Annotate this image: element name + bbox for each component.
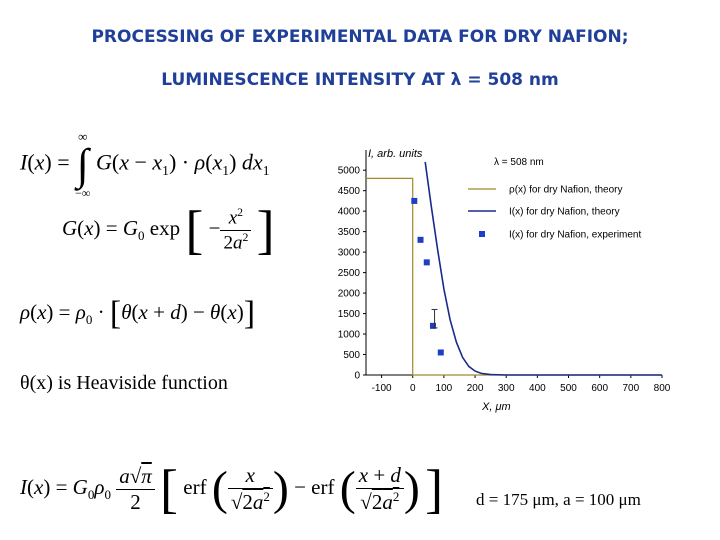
- chart-legend: ρ(x) for dry Nafion, theory I(x) for dry …: [468, 185, 641, 241]
- experiment-point: [437, 349, 444, 356]
- legend-label: I(x) for dry Nafion, experiment: [509, 230, 641, 241]
- y-axis-label: I, arb. units: [368, 148, 423, 160]
- y-tick-label: 0: [354, 371, 360, 382]
- y-tick-label: 3500: [338, 227, 361, 238]
- x-axis-label: X, μm: [481, 401, 511, 413]
- experiment-point: [417, 236, 424, 243]
- x-tick-label: 700: [622, 383, 639, 394]
- y-tick-label: 4000: [338, 207, 361, 218]
- legend-swatch-marker: [479, 231, 485, 237]
- chart-ticks: 0500100015002000250030003500400045005000…: [338, 166, 671, 394]
- x-tick-label: 300: [498, 383, 515, 394]
- legend-label: I(x) for dry Nafion, theory: [509, 207, 620, 218]
- experiment-point: [411, 197, 418, 204]
- chart-series: [366, 161, 662, 376]
- y-tick-label: 4500: [338, 186, 361, 197]
- page-title-line-2: LUMINESCENCE INTENSITY AT λ = 508 nm: [161, 70, 559, 90]
- formula-erf-solution: I(x) = G0ρ0 a√π 2 [ erf ( x √2a2 ) − erf…: [20, 459, 444, 519]
- x-tick-label: -100: [372, 383, 392, 394]
- heaviside-note: θ(x) is Heaviside function: [20, 372, 228, 394]
- page-title-line-1: PROCESSING OF EXPERIMENTAL DATA FOR DRY …: [91, 27, 629, 47]
- x-tick-label: 500: [560, 383, 577, 394]
- x-tick-label: 0: [410, 383, 416, 394]
- y-tick-label: 1000: [338, 330, 361, 341]
- y-tick-label: 1500: [338, 309, 361, 320]
- y-tick-label: 5000: [338, 166, 361, 177]
- experiment-point: [423, 259, 430, 266]
- y-tick-label: 2000: [338, 289, 361, 300]
- parameters-note: d = 175 μm, a = 100 μm: [476, 490, 641, 509]
- y-tick-label: 2500: [338, 268, 361, 279]
- y-tick-label: 500: [343, 350, 360, 361]
- wavelength-annotation: λ = 508 nm: [494, 157, 544, 168]
- experiment-point: [429, 322, 436, 329]
- x-tick-label: 200: [467, 383, 484, 394]
- y-tick-label: 3000: [338, 248, 361, 259]
- x-tick-label: 400: [529, 383, 546, 394]
- legend-label: ρ(x) for dry Nafion, theory: [509, 185, 623, 196]
- intensity-theory-line: [424, 161, 662, 376]
- formula-gaussian: G(x) = G0 exp [ − x2 2a2 ]: [62, 200, 275, 260]
- x-tick-label: 600: [591, 383, 608, 394]
- x-tick-label: 800: [654, 383, 671, 394]
- formula-convolution: I(x) = ∞ ∫ −∞ G(x − x1) · ρ(x1) dx1: [20, 129, 270, 200]
- formula-rho: ρ(x) = ρ0 · [θ(x + d) − θ(x)]: [20, 295, 256, 332]
- x-tick-label: 100: [436, 383, 453, 394]
